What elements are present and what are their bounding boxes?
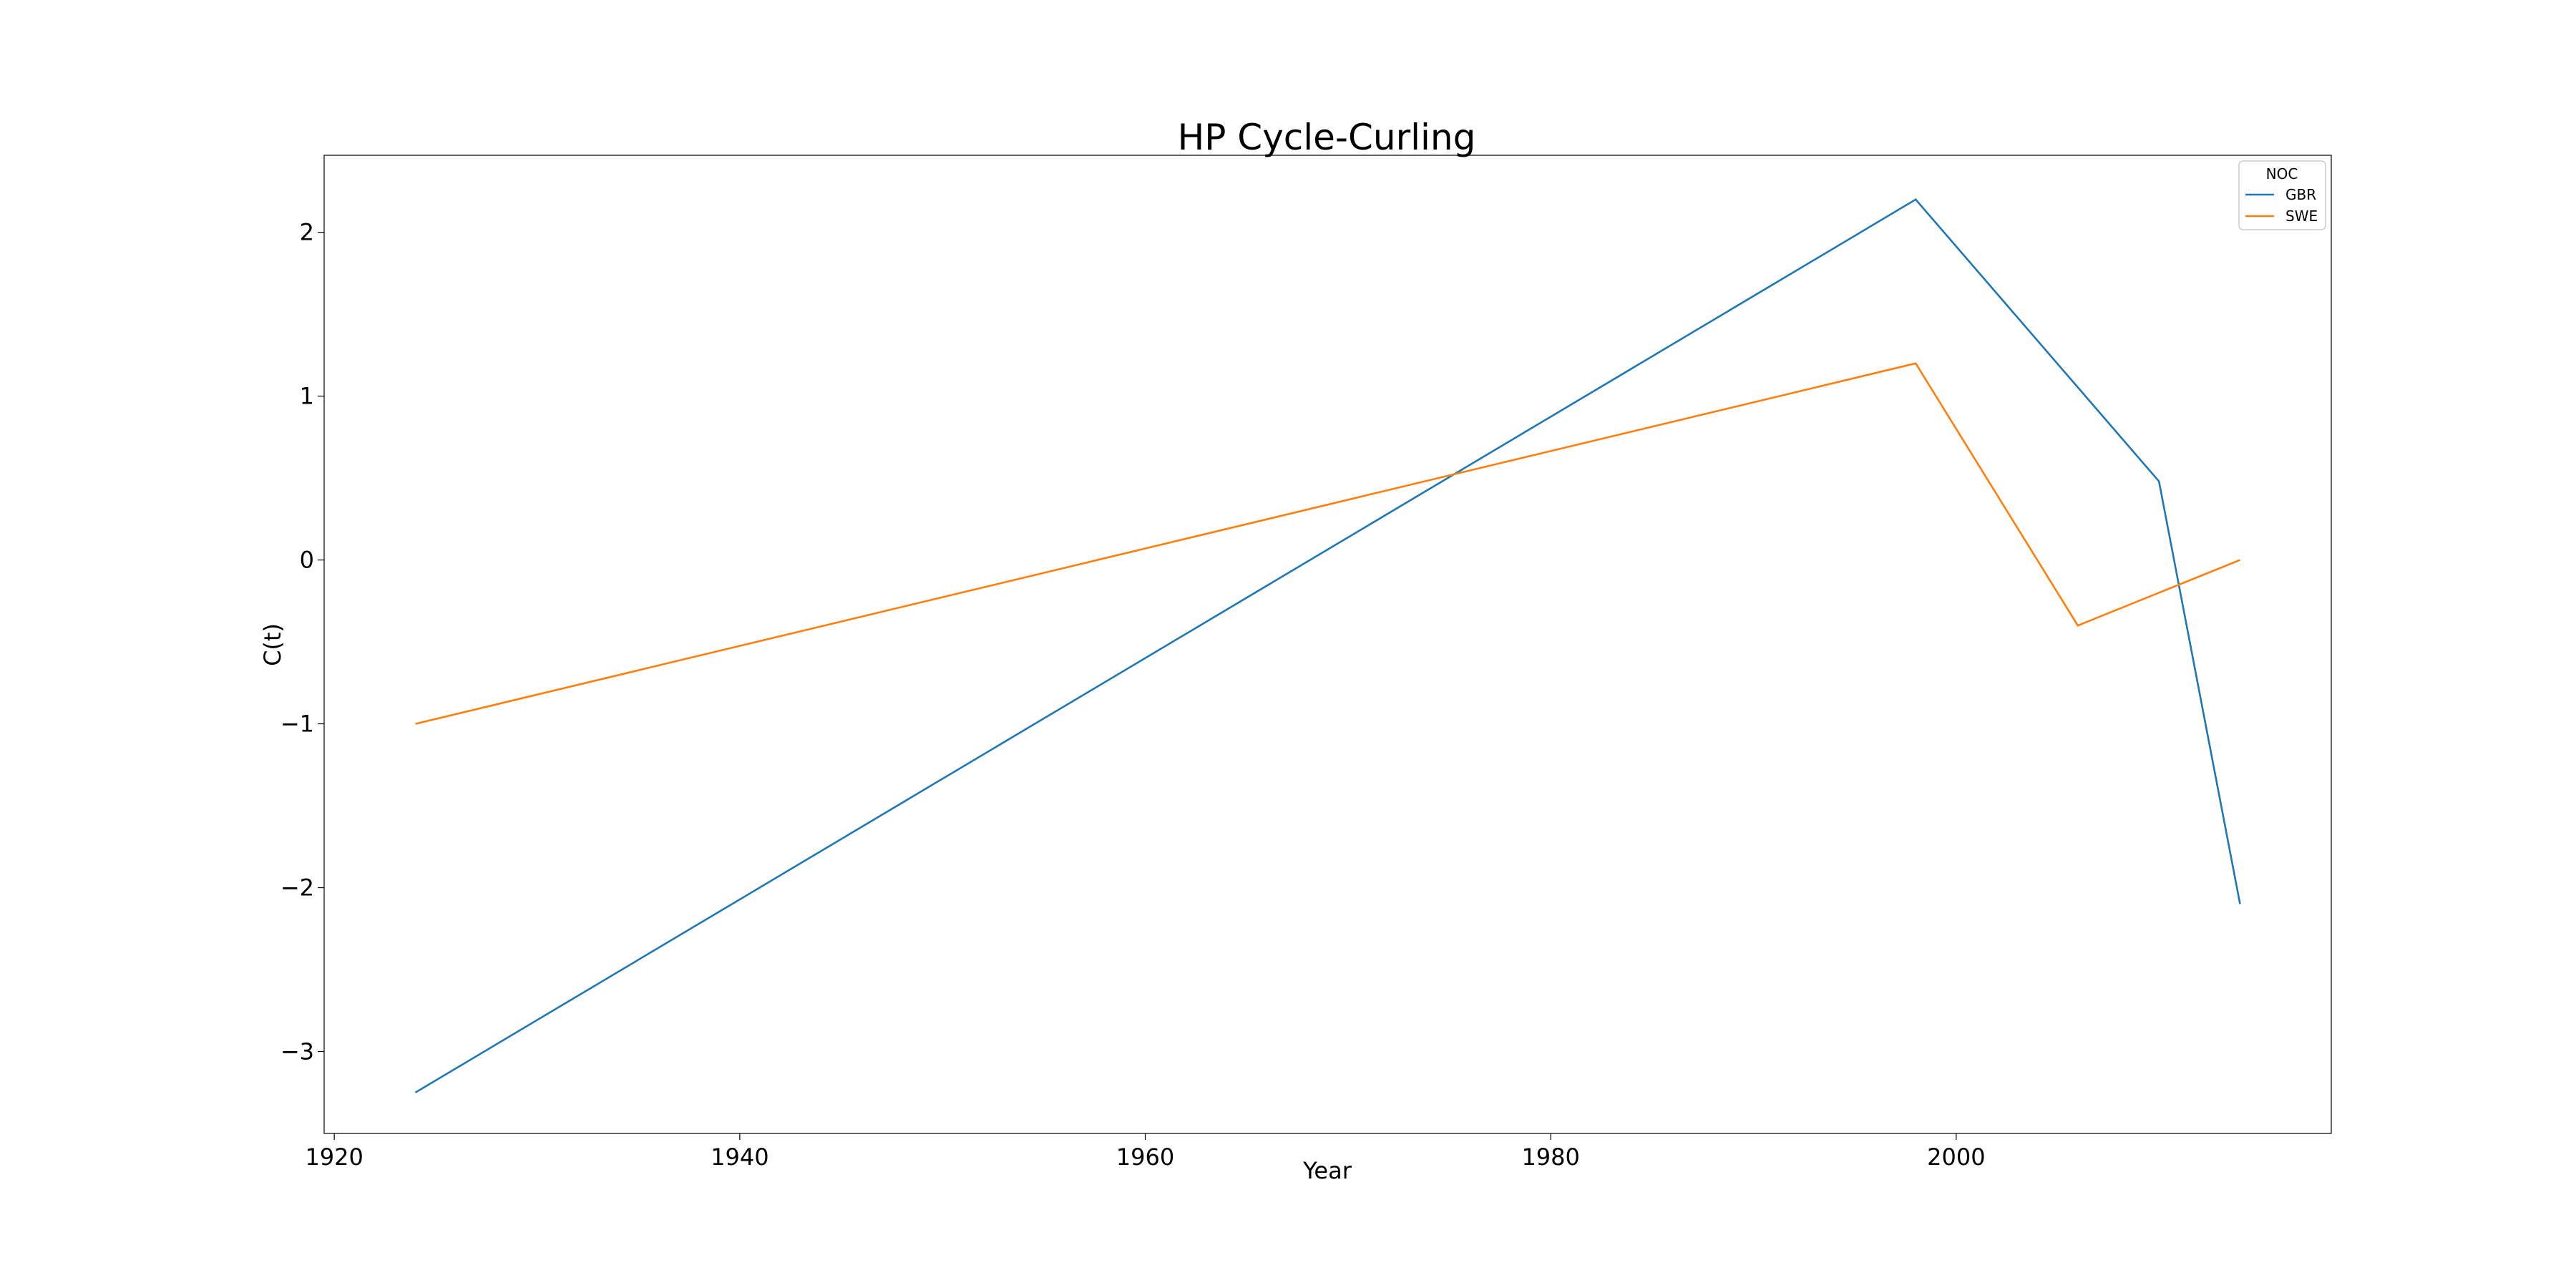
x-tick-label: 1940 xyxy=(711,1143,769,1171)
plot-frame xyxy=(323,155,2332,1134)
y-tick-label: 0 xyxy=(300,547,314,574)
x-tick-label: 1920 xyxy=(305,1143,363,1171)
x-axis: 1920 1940 1960 1980 2000 xyxy=(305,1133,1986,1171)
series-line-swe xyxy=(415,362,2240,725)
series-layer xyxy=(414,198,2241,1093)
legend-box xyxy=(2238,160,2326,230)
x-tick-label: 1960 xyxy=(1116,1143,1174,1171)
legend-entries: GBR SWE xyxy=(2245,186,2318,225)
legend-label-gbr: GBR xyxy=(2285,186,2316,203)
x-tick-label: 2000 xyxy=(1927,1143,1985,1171)
y-axis: −3 −2 −1 0 1 2 xyxy=(280,219,324,1065)
y-tick-label: 2 xyxy=(300,219,314,246)
series-line-gbr xyxy=(414,198,2241,1093)
x-tick-label: 1980 xyxy=(1521,1143,1579,1171)
y-tick-label: −3 xyxy=(280,1038,314,1065)
legend: NOC GBR SWE xyxy=(2238,160,2326,230)
y-tick-label: −1 xyxy=(280,711,314,738)
legend-title: NOC xyxy=(2266,165,2298,182)
x-axis-label: Year xyxy=(1302,1157,1352,1184)
legend-label-swe: SWE xyxy=(2285,208,2318,225)
chart-title: HP Cycle-Curling xyxy=(1178,117,1476,158)
y-tick-label: 1 xyxy=(300,383,314,410)
y-tick-label: −2 xyxy=(280,874,314,902)
y-axis-label: C(t) xyxy=(259,623,286,666)
